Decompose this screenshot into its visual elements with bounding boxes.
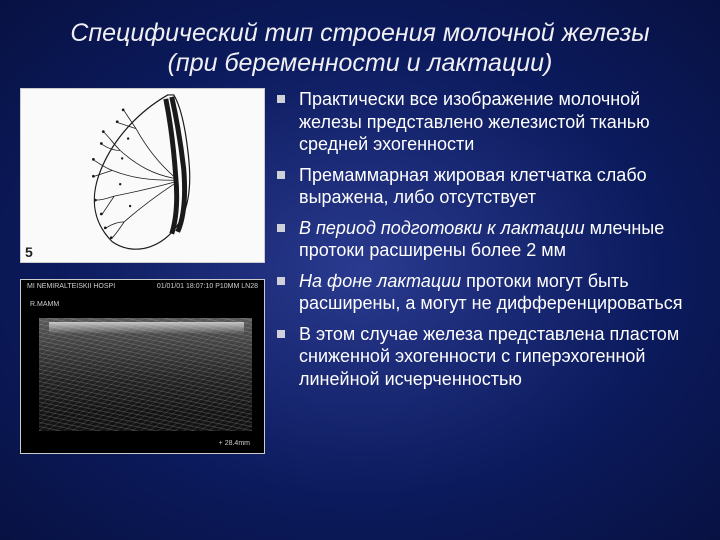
square-bullet-icon — [277, 224, 285, 232]
images-column: 5 MI NEMIRALTEISKII HOSPI 01/01/01 18:07… — [20, 88, 273, 454]
ultrasound-small-label: R.MAMM — [27, 300, 62, 309]
square-bullet-icon — [277, 171, 285, 179]
ultrasound-header: MI NEMIRALTEISKII HOSPI 01/01/01 18:07:1… — [27, 283, 258, 290]
ultrasound-footer: + 28.4mm — [219, 440, 250, 447]
ultrasound-header-right: 01/01/01 18:07:10 P10MM LN28 — [157, 283, 258, 290]
square-bullet-icon — [277, 330, 285, 338]
square-bullet-icon — [277, 277, 285, 285]
anatomy-corner-number: 5 — [25, 244, 33, 260]
list-item: В период подготовки к лактации млечные п… — [277, 217, 696, 262]
item-text: Премаммарная жировая клетчатка слабо выр… — [299, 164, 696, 209]
square-bullet-icon — [277, 95, 285, 103]
ultrasound-image: MI NEMIRALTEISKII HOSPI 01/01/01 18:07:1… — [20, 279, 265, 454]
list-item: На фоне лактации протоки могут быть расш… — [277, 270, 696, 315]
content-row: 5 MI NEMIRALTEISKII HOSPI 01/01/01 18:07… — [0, 88, 720, 454]
ultrasound-bright-band — [49, 322, 244, 334]
list-item: Практически все изображение молочной жел… — [277, 88, 696, 156]
list-item: В этом случае железа представлена пласто… — [277, 323, 696, 391]
anatomy-illustration: 5 — [20, 88, 265, 263]
anatomy-svg — [21, 89, 264, 263]
item-text: В этом случае железа представлена пласто… — [299, 323, 696, 391]
bullet-list: Практически все изображение молочной жел… — [277, 88, 696, 390]
bullet-list-container: Практически все изображение молочной жел… — [273, 88, 700, 454]
item-text: Практически все изображение молочной жел… — [299, 88, 696, 156]
list-item: Премаммарная жировая клетчатка слабо выр… — [277, 164, 696, 209]
ultrasound-header-left: MI NEMIRALTEISKII HOSPI — [27, 283, 115, 290]
item-text: На фоне лактации протоки могут быть расш… — [299, 270, 696, 315]
slide-title: Специфический тип строения молочной желе… — [0, 0, 720, 88]
ultrasound-speckle — [39, 318, 252, 431]
item-text: В период подготовки к лактации млечные п… — [299, 217, 696, 262]
